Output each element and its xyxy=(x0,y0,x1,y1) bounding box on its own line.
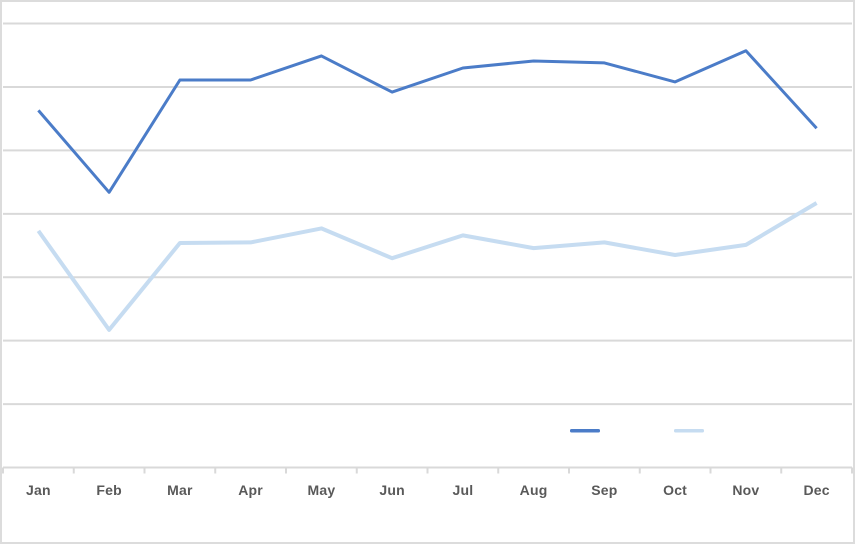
series-line-1[interactable] xyxy=(37,49,818,194)
x-axis-label-jan: Jan xyxy=(26,482,51,498)
x-axis-label-mar: Mar xyxy=(167,482,193,498)
legend-swatch-series-1[interactable] xyxy=(570,429,600,433)
legend-swatch-series-2[interactable] xyxy=(674,429,704,433)
series-line-2[interactable] xyxy=(36,201,818,332)
x-axis-label-sep: Sep xyxy=(591,482,617,498)
x-axis-label-aug: Aug xyxy=(520,482,548,498)
x-axis-label-feb: Feb xyxy=(96,482,122,498)
x-axis-label-dec: Dec xyxy=(803,482,829,498)
x-axis-label-apr: Apr xyxy=(238,482,263,498)
x-axis-label-may: May xyxy=(307,482,335,498)
x-axis-label-jul: Jul xyxy=(452,482,473,498)
x-axis-label-nov: Nov xyxy=(732,482,759,498)
x-axis-label-jun: Jun xyxy=(379,482,405,498)
x-axis-label-oct: Oct xyxy=(663,482,687,498)
